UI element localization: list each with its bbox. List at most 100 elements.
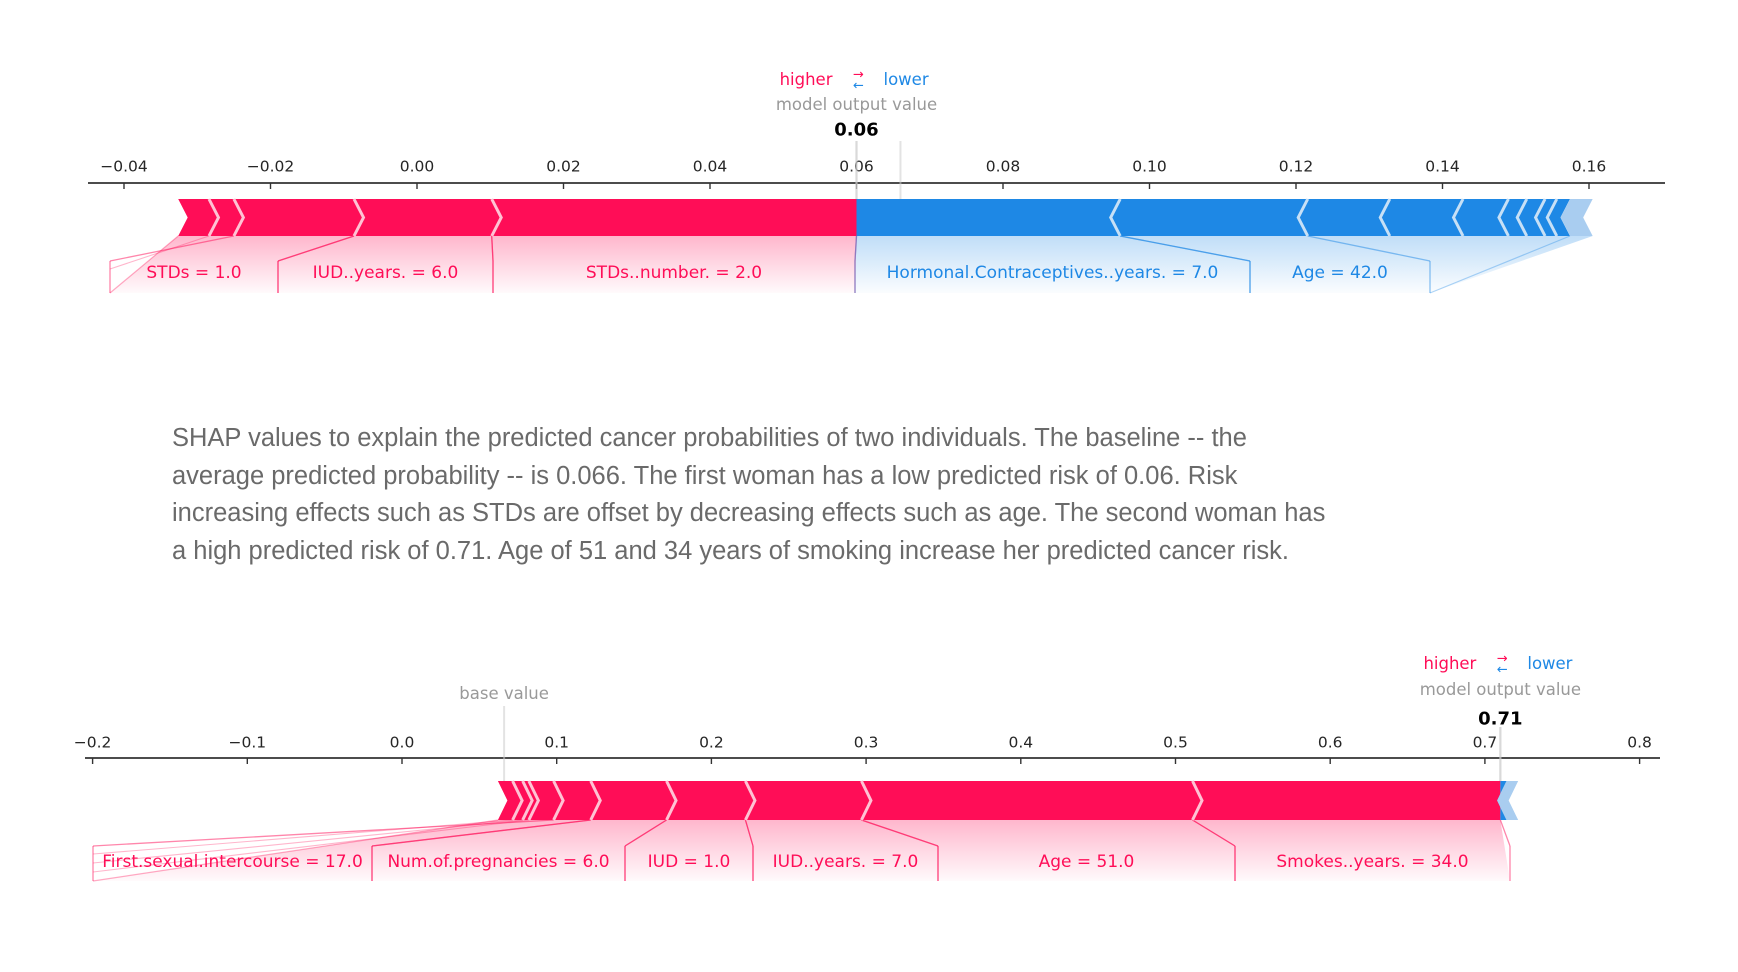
chevron-separator — [589, 780, 602, 821]
connector-line — [109, 235, 179, 294]
connector-line — [1120, 235, 1251, 262]
swap-arrows-icon: ← — [1497, 663, 1508, 678]
caption-line: a high predicted risk of 0.71. Age of 51… — [172, 536, 1289, 565]
chevron-separator — [352, 198, 366, 237]
chevron-separator — [232, 198, 246, 237]
connector-line — [1429, 235, 1571, 294]
tick-label: 0.7 — [1473, 733, 1498, 751]
chevron-separator — [1378, 198, 1392, 237]
feature-label: IUD..years. = 7.0 — [773, 852, 919, 872]
connector-line — [92, 819, 523, 864]
shap-force-plot-first-woman: −0.04 −0.02 0.00 0.02 0.04 0.06 0.08 0.10 0.12 0.… — [88, 68, 1665, 294]
tick-label: 0.6 — [1318, 733, 1343, 751]
tick-label: 0.2 — [699, 733, 724, 751]
tick-label: 0.04 — [693, 157, 728, 175]
figure-caption: SHAP values to explain the predicted can… — [172, 420, 1325, 570]
swap-arrows-icon: ← — [853, 79, 864, 94]
feature-label: STDs..number. = 2.0 — [586, 263, 762, 283]
connector-line — [491, 235, 494, 262]
connector-line — [92, 819, 529, 873]
chevron-separator — [1533, 198, 1547, 237]
connector-line — [1307, 235, 1431, 262]
tick-label: 0.0 — [390, 733, 415, 751]
force-bar-red — [178, 199, 857, 236]
chevron-separator — [490, 198, 503, 237]
force-bar-blue-light-tip — [1560, 199, 1593, 236]
chevron-separator — [1497, 198, 1510, 237]
feature-label: First.sexual.intercourse = 17.0 — [102, 852, 363, 872]
funnel-red — [93, 820, 1510, 881]
tick-label: 0.10 — [1132, 157, 1167, 175]
tick-label: 0.00 — [400, 157, 435, 175]
higher-label: higher — [780, 70, 833, 89]
connector-line — [109, 235, 235, 262]
model-output-value-label: model output value — [1420, 680, 1581, 699]
force-bar-red — [497, 781, 1501, 820]
lower-label: lower — [884, 70, 929, 89]
chevron-separator — [744, 780, 757, 821]
funnel-blue — [855, 236, 1593, 293]
shap-force-plot-second-woman: −0.2 −0.1 0.0 0.1 0.2 0.3 0.4 0.5 0.6 0.7 0.8 highe… — [74, 652, 1660, 882]
model-output-value-label: model output value — [776, 95, 937, 114]
tick-label: −0.04 — [100, 157, 148, 175]
feature-label: Age = 51.0 — [1039, 852, 1135, 872]
tick-label: −0.02 — [247, 157, 295, 175]
tick-label: −0.2 — [74, 733, 112, 751]
force-bar-blue-light-tip — [1497, 781, 1519, 820]
feature-label: Smokes..years. = 34.0 — [1276, 852, 1468, 872]
tick-label: −0.1 — [228, 733, 266, 751]
connector-line — [854, 235, 858, 262]
caption-line: SHAP values to explain the predicted can… — [172, 424, 1247, 452]
connector-line — [92, 819, 513, 855]
chevron-separator — [860, 780, 873, 821]
connector-line — [371, 819, 591, 847]
tick-label: 0.5 — [1163, 733, 1188, 751]
tick-label: 0.16 — [1572, 157, 1607, 175]
feature-label: Num.of.pregnancies = 6.0 — [387, 852, 609, 872]
feature-label: STDs = 1.0 — [146, 263, 241, 283]
chevron-separator — [1515, 198, 1529, 237]
swap-arrows-icon: → — [1497, 652, 1508, 667]
tick-label: 0.8 — [1627, 733, 1652, 751]
chevron-separator — [207, 198, 221, 237]
connector-line — [109, 235, 210, 270]
connector-line — [92, 819, 554, 847]
swap-arrows-icon: → — [853, 68, 864, 83]
feature-label: Hormonal.Contraceptives..years. = 7.0 — [887, 263, 1219, 283]
connector-line — [624, 819, 667, 847]
tick-label: 0.4 — [1008, 733, 1033, 751]
caption-line: average predicted probability -- is 0.06… — [172, 461, 1238, 490]
tick-label: 0.02 — [546, 157, 581, 175]
tick-label: 0.14 — [1425, 157, 1460, 175]
output-value: 0.71 — [1478, 708, 1522, 729]
connector-line — [277, 235, 355, 262]
chevron-separator — [511, 780, 524, 821]
chevron-separator — [521, 780, 534, 821]
connector-line — [744, 819, 754, 847]
connector-line — [861, 819, 939, 847]
caption-line: increasing effects such as STDs are offs… — [172, 499, 1326, 527]
chevron-separator — [552, 780, 565, 821]
lower-label: lower — [1527, 654, 1572, 673]
connector-line — [1192, 819, 1236, 847]
tick-label: 0.12 — [1279, 157, 1314, 175]
chevron-separator — [527, 780, 541, 821]
tick-label: 0.1 — [544, 733, 569, 751]
force-bar-blue — [856, 199, 1570, 236]
base-value-label: base value — [459, 684, 549, 703]
tick-label: 0.08 — [986, 157, 1021, 175]
tick-label: 0.3 — [854, 733, 879, 751]
feature-label: IUD = 1.0 — [648, 852, 731, 872]
chevron-separator — [1451, 198, 1465, 237]
feature-label: IUD..years. = 6.0 — [313, 263, 459, 283]
chevron-separator — [1109, 198, 1122, 237]
output-value: 0.06 — [834, 119, 878, 140]
connector-line — [92, 819, 499, 882]
funnel-red — [110, 236, 857, 293]
chevron-separator — [1545, 198, 1559, 237]
higher-label: higher — [1423, 654, 1476, 673]
connector-line — [1499, 819, 1511, 847]
chevron-separator — [665, 780, 678, 821]
